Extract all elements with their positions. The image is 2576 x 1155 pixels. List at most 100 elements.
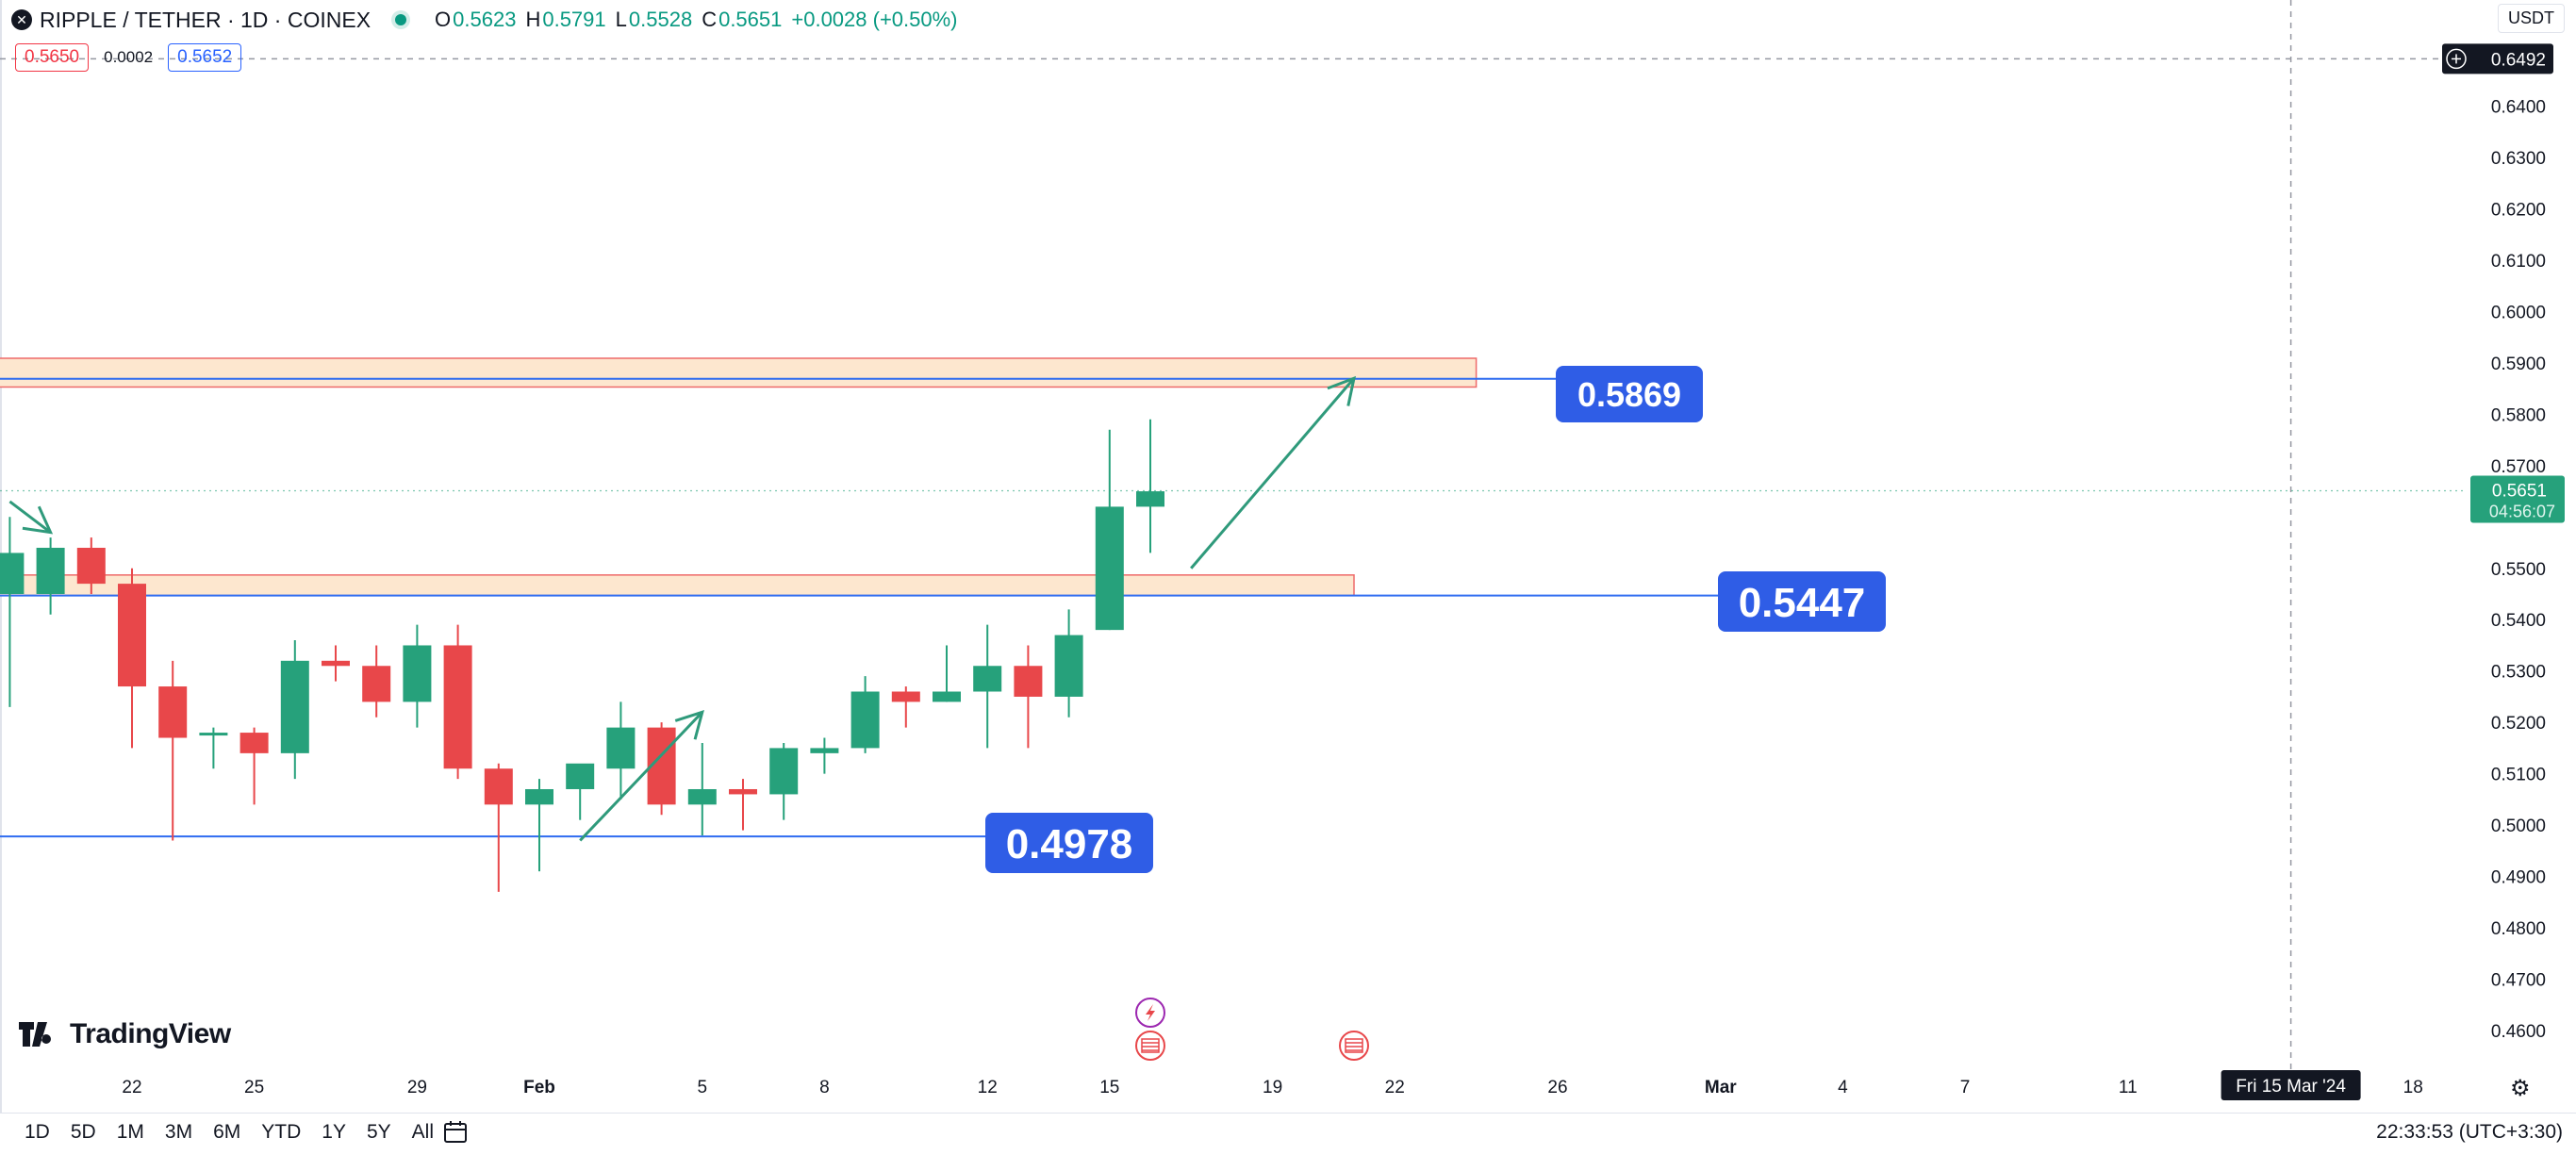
y-tick-label: 0.5900 <box>2491 355 2546 374</box>
x-tick-label: 15 <box>1099 1078 1119 1097</box>
candle-body-4 <box>158 686 188 738</box>
y-tick-label: 0.6200 <box>2491 200 2546 220</box>
candle-body-27 <box>1095 506 1124 631</box>
range-button-5y[interactable]: 5Y <box>366 1121 391 1143</box>
range-button-1m[interactable]: 1M <box>116 1121 144 1143</box>
level-label-0: 0.5869 <box>1577 375 1681 414</box>
trend-arrow-head-0 <box>1327 375 1357 406</box>
candle-body-9 <box>362 666 391 702</box>
y-tick-label: 0.4700 <box>2491 971 2546 991</box>
range-button-3m[interactable]: 3M <box>164 1121 193 1143</box>
y-tick-label: 0.5200 <box>2491 714 2546 734</box>
y-tick-label: 0.5700 <box>2491 457 2546 477</box>
coinex-logo-icon: ✕ <box>11 9 32 30</box>
y-tick-label: 0.6300 <box>2491 149 2546 169</box>
x-tick-label: 7 <box>1960 1078 1971 1097</box>
x-tick-label: 12 <box>978 1078 998 1097</box>
sell-price-button[interactable]: 0.5650 <box>15 43 90 72</box>
spread-value: 0.0002 <box>104 48 154 66</box>
candle-body-13 <box>525 788 553 805</box>
crosshair-date-label: Fri 15 Mar '24 <box>2236 1077 2346 1097</box>
trend-arrow-head-1 <box>674 710 704 740</box>
y-tick-label: 0.5800 <box>2491 405 2546 425</box>
y-tick-label: 0.6100 <box>2491 252 2546 272</box>
y-tick-label: 0.5500 <box>2491 560 2546 580</box>
currency-selector[interactable]: USDT <box>2498 4 2565 33</box>
x-tick-label: 29 <box>407 1078 427 1097</box>
x-tick-label: 26 <box>1547 1078 1567 1097</box>
open-value: 0.5623 <box>453 8 517 31</box>
tradingview-logo-icon <box>19 1022 51 1047</box>
candle-body-5 <box>199 733 228 736</box>
candle-body-23 <box>933 691 961 702</box>
candle-body-2 <box>76 547 106 585</box>
settings-gear-icon[interactable]: ⚙ <box>2510 1076 2531 1101</box>
change-value: +0.0028 (+0.50%) <box>791 8 958 31</box>
y-tick-label: 0.4900 <box>2491 868 2546 888</box>
last-price-badge <box>2470 475 2565 523</box>
candle-body-1 <box>36 547 65 595</box>
tradingview-logo[interactable]: TradingView <box>19 1018 231 1050</box>
range-button-5d[interactable]: 5D <box>70 1121 96 1143</box>
y-tick-label: 0.6000 <box>2491 303 2546 322</box>
candle-body-8 <box>322 660 350 667</box>
event-flash-icon-glyph <box>1146 1004 1155 1021</box>
candle-body-20 <box>810 748 839 753</box>
market-open-indicator <box>395 14 407 25</box>
bottom-toolbar: 1D 5D 1M 3M 6M YTD 1Y 5Y All 22:33:53 (UTC+3:30) <box>0 1113 2576 1151</box>
crosshair-price-box <box>2442 43 2553 74</box>
zone-rect-1 <box>0 574 1355 597</box>
x-tick-label: 5 <box>698 1078 708 1097</box>
bid-ask-panel: 0.5650 0.0002 0.5652 <box>15 43 242 72</box>
brand-name: TradingView <box>70 1018 231 1049</box>
high-key: H <box>525 8 541 31</box>
clock-timezone[interactable]: 22:33:53 (UTC+3:30) <box>2376 1121 2563 1143</box>
open-key: O <box>435 8 452 31</box>
candle-body-19 <box>769 748 799 795</box>
range-button-1d[interactable]: 1D <box>25 1121 50 1143</box>
y-tick-label: 0.4600 <box>2491 1022 2546 1042</box>
y-tick-label: 0.5300 <box>2491 663 2546 683</box>
close-key: C <box>702 8 718 31</box>
level-label-2: 0.4978 <box>1006 821 1133 867</box>
trend-arrow-2[interactable] <box>8 500 52 534</box>
buy-price-button[interactable]: 0.5652 <box>168 43 242 72</box>
range-button-1y[interactable]: 1Y <box>322 1121 346 1143</box>
range-button-ytd[interactable]: YTD <box>261 1121 302 1143</box>
range-button-6m[interactable]: 6M <box>213 1121 241 1143</box>
range-button-all[interactable]: All <box>411 1121 434 1143</box>
candle-body-6 <box>239 733 269 753</box>
trend-arrow-0[interactable] <box>1190 377 1356 569</box>
crosshair-price-label: 0.6492 <box>2491 50 2546 70</box>
bar-countdown-label: 04:56:07 <box>2489 503 2555 521</box>
x-tick-label: 18 <box>2403 1078 2423 1097</box>
x-tick-label: 8 <box>819 1078 830 1097</box>
candle-body-14 <box>566 763 595 789</box>
symbol-title[interactable]: RIPPLE / TETHER · 1D · COINEX <box>40 7 372 32</box>
x-tick-label: 22 <box>1385 1078 1405 1097</box>
y-tick-label: 0.4800 <box>2491 919 2546 939</box>
level-label-box-2 <box>985 813 1153 873</box>
x-tick-label: 22 <box>122 1078 141 1097</box>
trend-arrow-1[interactable] <box>579 711 703 842</box>
candle-body-17 <box>687 788 717 805</box>
low-key: L <box>615 8 627 31</box>
y-tick-label: 0.5100 <box>2491 766 2546 785</box>
y-tick-label: 0.5000 <box>2491 817 2546 836</box>
level-label-box-1 <box>1718 571 1886 632</box>
chart-header: ✕ RIPPLE / TETHER · 1D · COINEX O 0.5623 … <box>11 4 967 36</box>
zone-rect-0 <box>0 357 1478 388</box>
candle-body-24 <box>973 666 1002 692</box>
high-value: 0.5791 <box>542 8 606 31</box>
candle-body-3 <box>118 584 146 687</box>
crosshair-date-box <box>2221 1070 2361 1100</box>
candle-body-11 <box>443 645 472 769</box>
candle-body-18 <box>729 788 757 795</box>
date-range-calendar-icon[interactable] <box>443 1120 470 1145</box>
crosshair-plus-icon[interactable] <box>2446 48 2467 70</box>
y-tick-label: 0.5400 <box>2491 611 2546 631</box>
close-value: 0.5651 <box>718 8 783 31</box>
candle-body-10 <box>403 645 432 702</box>
x-tick-label: Feb <box>523 1078 555 1097</box>
